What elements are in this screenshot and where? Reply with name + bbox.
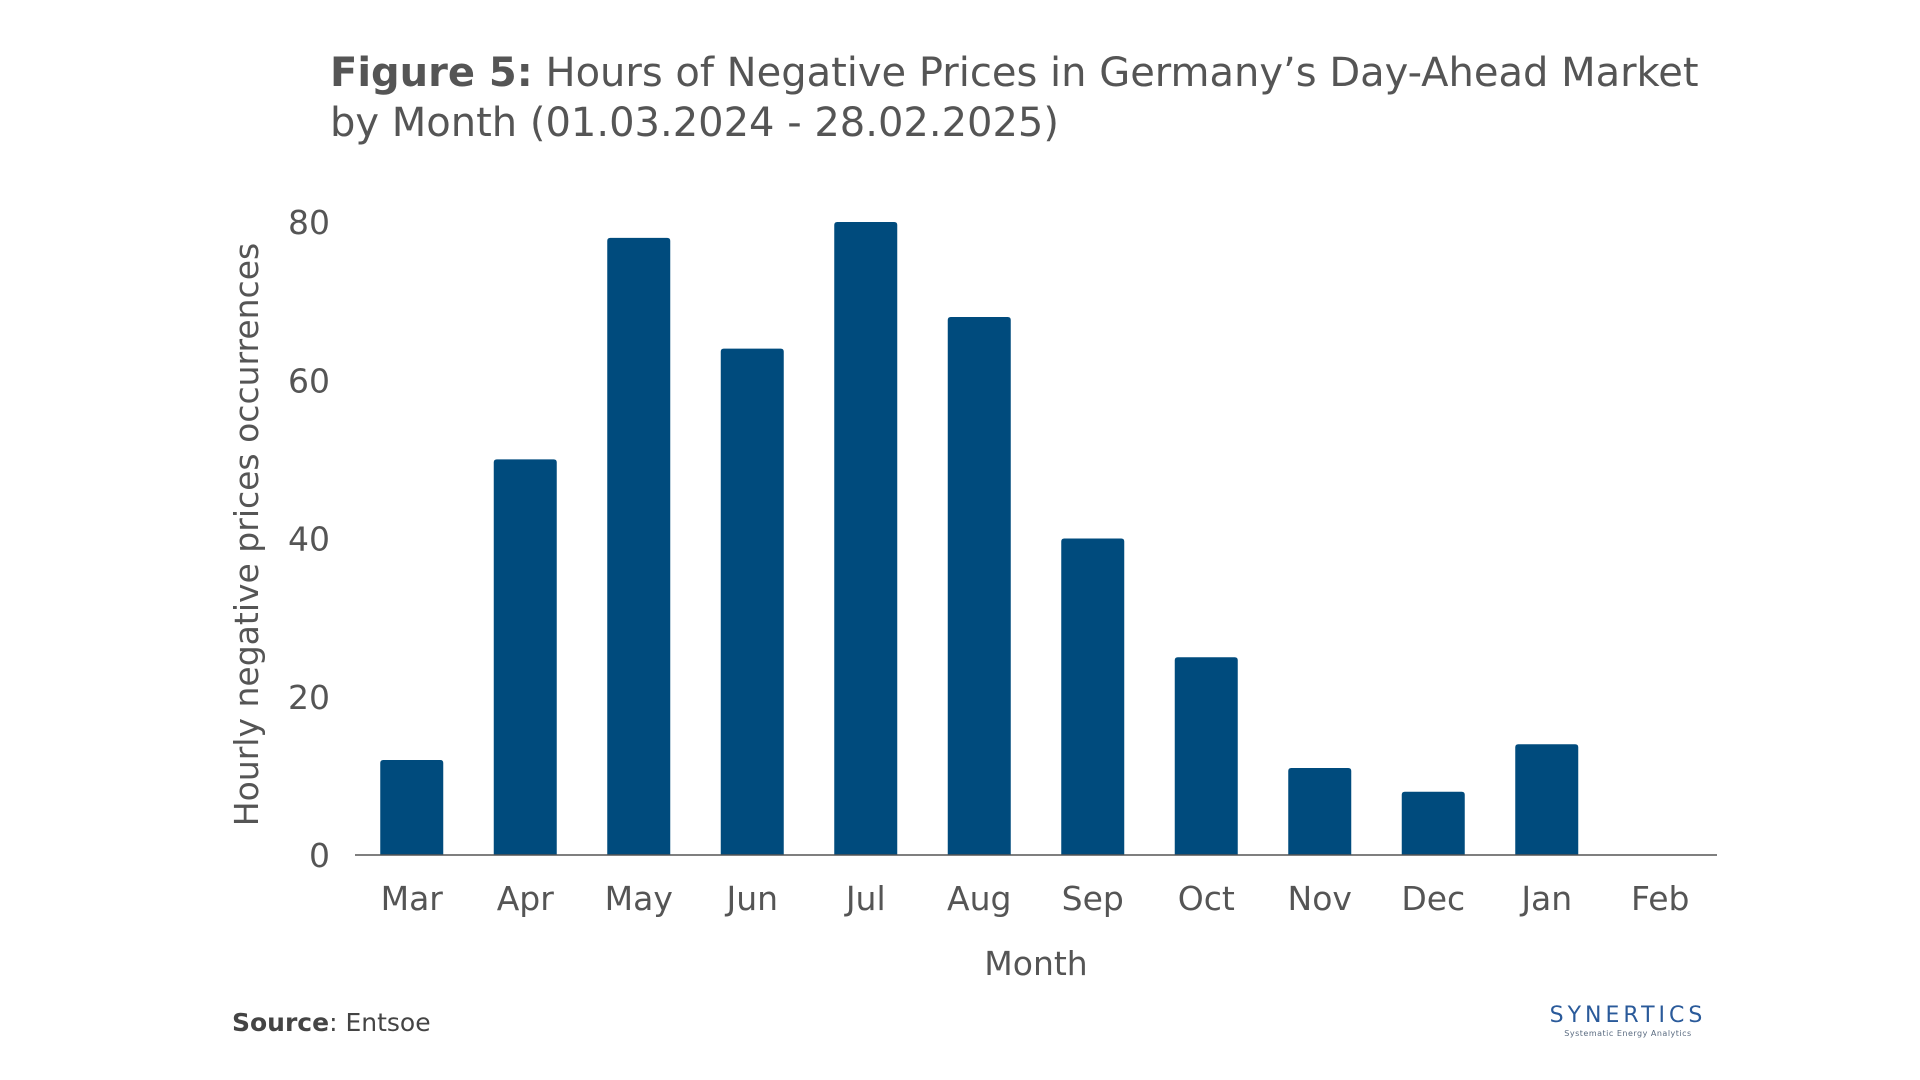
- x-tick-label: Aug: [947, 879, 1011, 918]
- bar-jun: [720, 348, 784, 855]
- bar-sep: [1061, 538, 1125, 855]
- bar-oct: [1174, 657, 1238, 855]
- synertics-logo: SYNERTICS Systematic Energy Analytics: [1538, 1003, 1718, 1039]
- title-text: Hours of Negative Prices in Germany’s Da…: [330, 50, 1699, 146]
- chart-title: Figure 5: Hours of Negative Prices in Ge…: [330, 48, 1710, 148]
- bar-may: [607, 237, 671, 855]
- y-axis-ticks: 0 20 40 60 80: [288, 203, 330, 875]
- x-tick-label: Sep: [1062, 879, 1124, 918]
- x-tick-label: Feb: [1631, 879, 1689, 918]
- x-tick-label: May: [605, 879, 673, 918]
- y-tick-label: 80: [288, 203, 330, 242]
- x-tick-label: Jul: [844, 879, 886, 918]
- bar-dec: [1401, 791, 1465, 855]
- bar-apr: [493, 459, 557, 855]
- x-tick-label: Mar: [381, 879, 444, 918]
- bar-nov: [1288, 767, 1352, 855]
- logo-tagline: Systematic Energy Analytics: [1564, 1029, 1692, 1038]
- source-label: Source: [232, 1008, 330, 1037]
- y-tick-label: 0: [309, 836, 330, 875]
- x-axis-ticks: Mar Apr May Jun Jul Aug Sep Oct Nov Dec Jan Feb: [381, 879, 1690, 918]
- logo-name: SYNERTICS: [1549, 1003, 1707, 1028]
- y-axis-label: Hourly negative prices occurrences: [227, 243, 266, 826]
- figure-label: Figure 5:: [330, 50, 533, 96]
- x-tick-label: Oct: [1178, 879, 1235, 918]
- y-tick-label: 40: [288, 520, 330, 559]
- source-text: : Entsoe: [329, 1008, 431, 1037]
- x-tick-label: Dec: [1401, 879, 1465, 918]
- bar-mar: [380, 760, 444, 855]
- x-tick-label: Jan: [1519, 879, 1572, 918]
- x-tick-label: Nov: [1288, 879, 1352, 918]
- x-axis-label: Month: [984, 944, 1087, 983]
- y-tick-label: 60: [288, 361, 330, 400]
- bar-jul: [834, 222, 898, 855]
- y-tick-label: 20: [288, 678, 330, 717]
- bar-aug: [947, 316, 1011, 855]
- bars: [380, 222, 1579, 855]
- bar-jan: [1515, 744, 1579, 855]
- x-tick-label: Apr: [497, 879, 555, 918]
- source-note: Source: Entsoe: [232, 1008, 431, 1037]
- x-tick-label: Jun: [724, 879, 778, 918]
